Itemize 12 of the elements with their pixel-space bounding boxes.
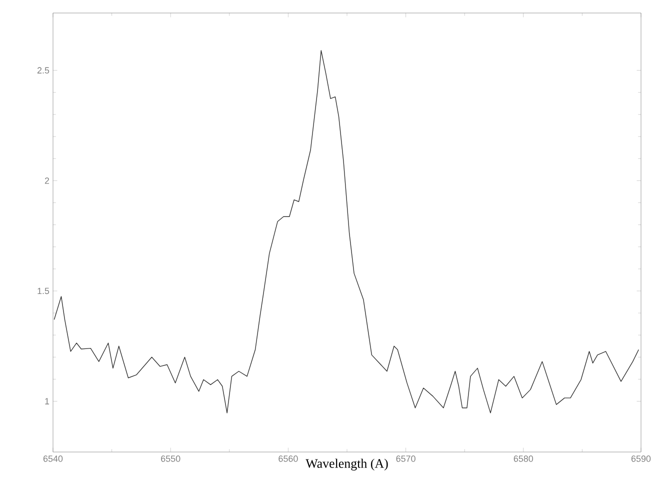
x-tick-label: 6580 (514, 456, 534, 462)
x-axis-title: Wavelength (A) (306, 458, 388, 471)
x-tick-label: 6550 (161, 456, 180, 462)
y-tick-label: 2.5 (37, 67, 50, 74)
x-tick-label: 6570 (396, 456, 416, 462)
y-tick-label: 2 (44, 178, 50, 184)
x-tick-label: 6560 (278, 456, 298, 462)
x-tick-label: 6540 (43, 456, 63, 462)
line-series (54, 50, 639, 414)
x-tick-label: 6590 (631, 456, 651, 462)
y-tick-label: 1.5 (38, 288, 50, 294)
y-tick-label: 1 (45, 398, 50, 404)
